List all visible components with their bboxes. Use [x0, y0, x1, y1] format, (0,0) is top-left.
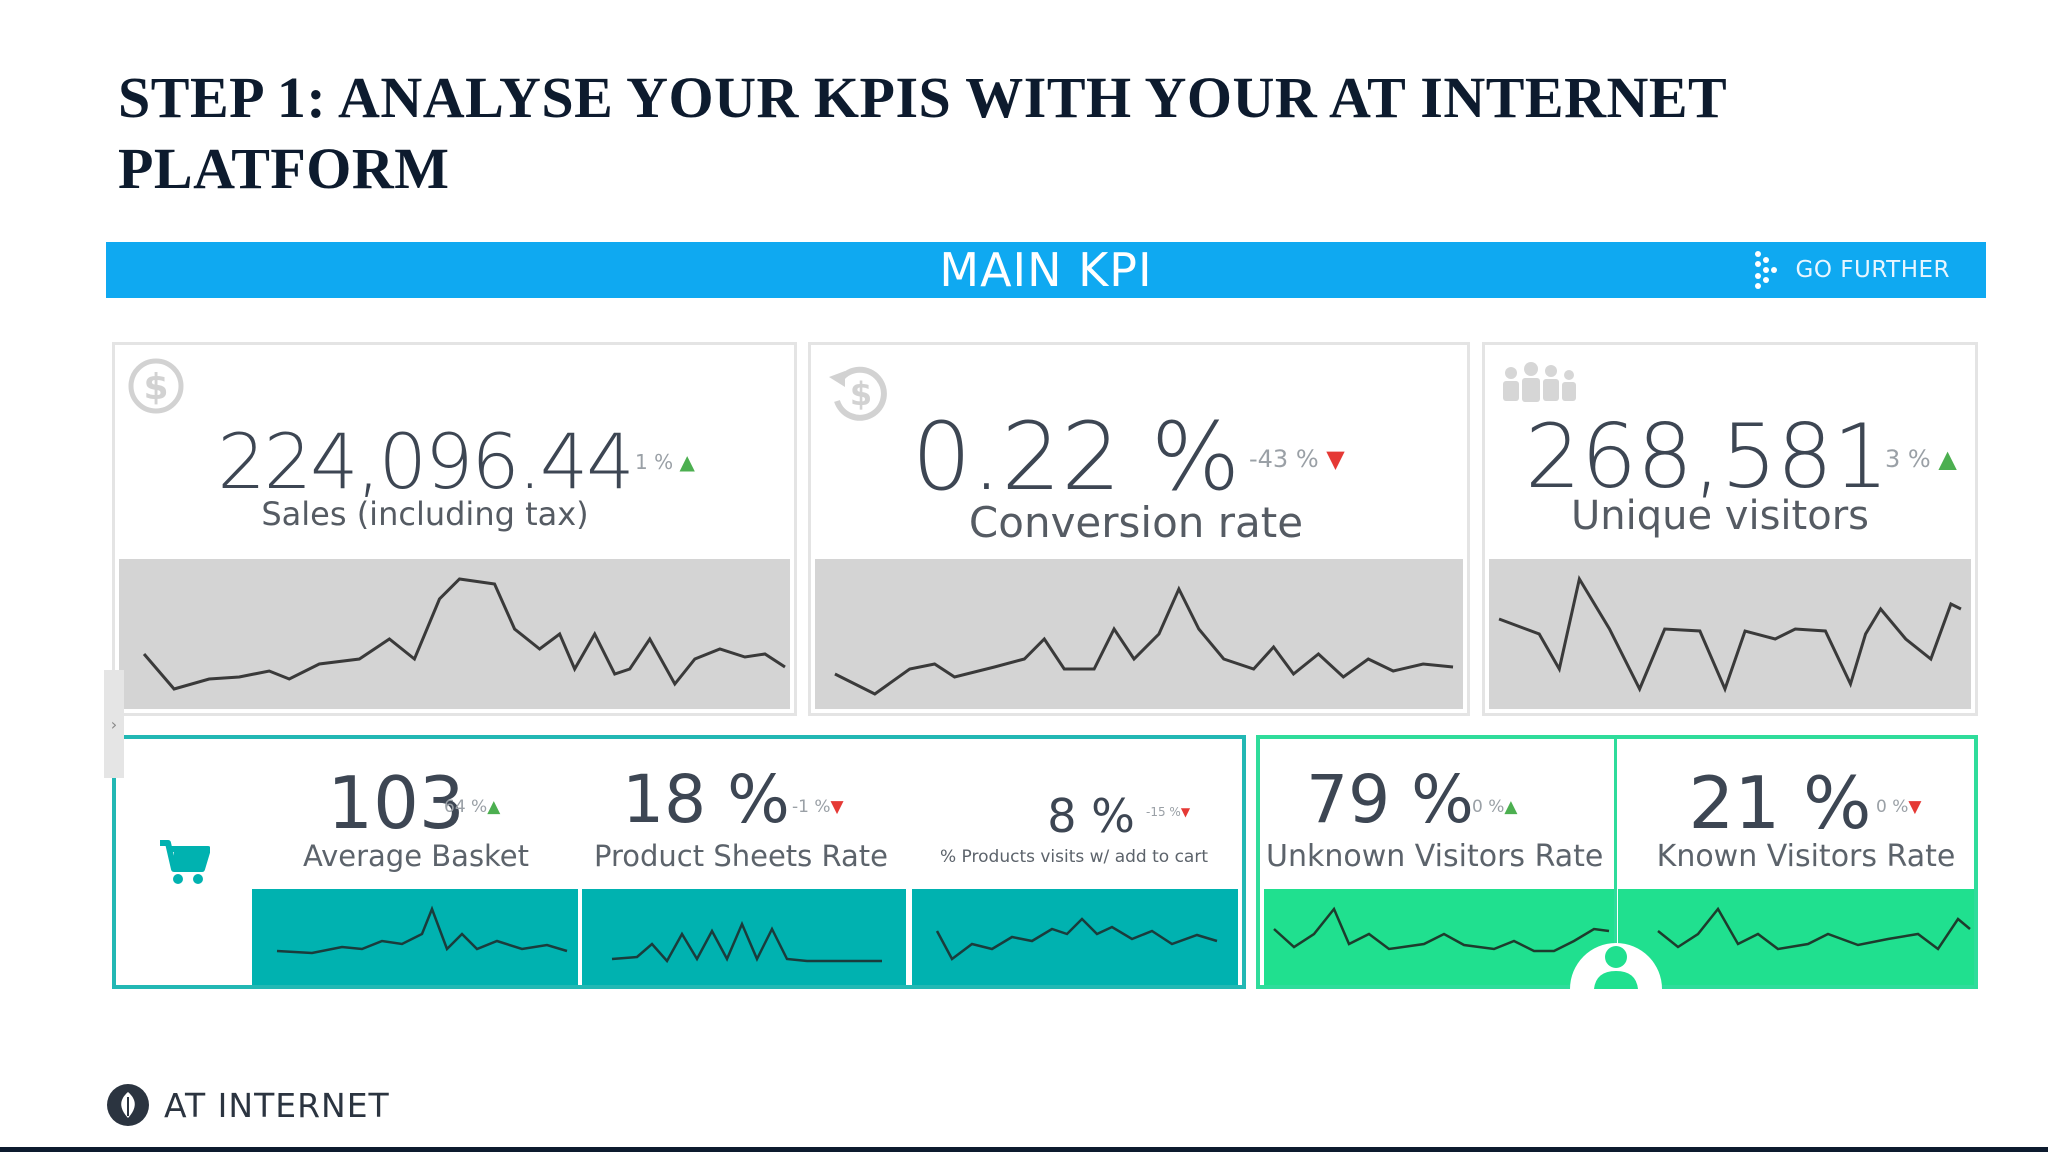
go-further-button[interactable]: GO FURTHER — [1752, 251, 1950, 289]
kpi-card-visitors[interactable]: 268,581 3 % ▲ Unique visitors — [1482, 342, 1978, 716]
product-sheets-value: 18 % — [622, 761, 790, 838]
conversion-sparkline — [815, 559, 1463, 709]
main-kpi-bar: MAIN KPI GO FURTHER — [106, 242, 1986, 298]
add-to-cart-delta: -15 %▼ — [1146, 805, 1191, 819]
conversion-label: Conversion rate — [968, 498, 1304, 547]
unknown-visitors-label: Unknown Visitors Rate — [1266, 839, 1604, 874]
known-visitors-label: Known Visitors Rate — [1656, 839, 1956, 874]
average-basket-label: Average Basket — [302, 839, 530, 873]
side-collapse-tab[interactable]: › — [104, 670, 124, 778]
dollar-icon: $ — [128, 358, 184, 414]
panel-divider — [1614, 739, 1617, 985]
average-basket-value: 103 — [327, 761, 465, 845]
go-further-label: GO FURTHER — [1795, 257, 1950, 283]
sales-value: 224,096.44 — [217, 417, 634, 506]
footer-brand: AT INTERNET — [164, 1085, 390, 1125]
average-basket-delta: 64 %▲ — [444, 797, 501, 817]
unknown-visitors-sparkline — [1264, 889, 1614, 985]
visitors-type-panel: 79 % 0 %▲ Unknown Visitors Rate 21 % 0 %… — [1256, 735, 1978, 989]
basket-panel: 103 64 %▲ Average Basket 18 % -1 %▼ Prod… — [112, 735, 1246, 989]
product-sheets-delta: -1 %▼ — [792, 797, 844, 817]
unknown-visitors-delta: 0 %▲ — [1472, 797, 1518, 817]
svg-text:$: $ — [850, 375, 872, 413]
product-sheets-label: Product Sheets Rate — [594, 839, 888, 873]
add-to-cart-value: 8 % — [1047, 789, 1135, 843]
user-icon — [1570, 943, 1662, 989]
known-visitors-value: 21 % — [1688, 761, 1872, 845]
cart-icon — [160, 840, 210, 884]
known-visitors-delta: 0 %▼ — [1876, 797, 1922, 817]
at-internet-logo — [107, 1084, 149, 1126]
sales-sparkline — [119, 559, 790, 709]
conversion-value: 0.22 % — [911, 403, 1241, 512]
people-icon — [1503, 362, 1576, 402]
kpi-card-sales[interactable]: $ 224,096.44 1 % ▲ Sales (including tax) — [112, 342, 797, 716]
visitors-value: 268,581 — [1525, 405, 1889, 508]
visitors-label: Unique visitors — [1571, 493, 1869, 539]
main-kpi-title: MAIN KPI — [939, 243, 1153, 297]
known-visitors-sparkline — [1618, 889, 1974, 985]
arrow-dots-icon — [1754, 251, 1777, 289]
unknown-visitors-value: 79 % — [1306, 761, 1474, 838]
visitors-delta: 3 % ▲ — [1885, 445, 1957, 473]
refund-icon: $ — [829, 366, 887, 421]
sales-label: Sales (including tax) — [261, 495, 589, 533]
footer-logo: AT INTERNET — [106, 1083, 390, 1127]
kpi-card-conversion[interactable]: $ 0.22 % -43 % ▼ Conversion rate — [808, 342, 1470, 716]
add-to-cart-sparkline — [912, 889, 1238, 985]
visitors-sparkline — [1489, 559, 1971, 709]
slide-title: STEP 1: ANALYSE YOUR KPIS WITH YOUR AT I… — [118, 65, 1727, 201]
svg-text:$: $ — [143, 367, 168, 408]
bottom-rule — [0, 1147, 2048, 1152]
average-basket-sparkline — [252, 889, 578, 985]
add-to-cart-label: % Products visits w/ add to cart — [940, 847, 1208, 867]
product-sheets-sparkline — [582, 889, 906, 985]
conversion-delta: -43 % ▼ — [1249, 445, 1345, 473]
sales-delta: 1 % ▲ — [635, 450, 695, 474]
